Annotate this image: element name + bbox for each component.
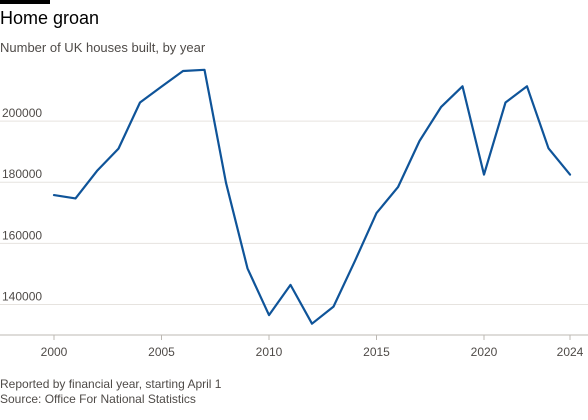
gridlines (0, 120, 588, 336)
x-tick-label: 2005 (148, 345, 175, 359)
series-layer (52, 68, 572, 325)
x-tick-label: 2024 (557, 345, 584, 359)
chart-subtitle: Number of UK houses built, by year (0, 40, 206, 55)
source-note: Source: Office For National Statistics (0, 392, 196, 406)
y-tick-label: 140000 (2, 289, 42, 303)
x-tick-label: 2020 (471, 345, 498, 359)
x-tick-label: 2015 (363, 345, 390, 359)
x-axis-ticks: 2000 2005 2010 2015 2020 2024 (41, 335, 584, 359)
brand-bar (0, 0, 50, 4)
y-tick-label: 160000 (2, 228, 42, 242)
series-line (52, 68, 572, 325)
x-tick-label: 2000 (41, 345, 68, 359)
footnote: Reported by financial year, starting Apr… (0, 377, 222, 391)
chart-title: Home groan (0, 8, 100, 28)
y-tick-label: 180000 (2, 167, 42, 181)
line-chart: 140000 160000 180000 200000 2000 2005 2010 201… (0, 68, 588, 359)
y-tick-label: 200000 (2, 106, 42, 120)
x-tick-label: 2010 (256, 345, 283, 359)
y-axis-ticks: 140000 160000 180000 200000 (2, 106, 42, 303)
